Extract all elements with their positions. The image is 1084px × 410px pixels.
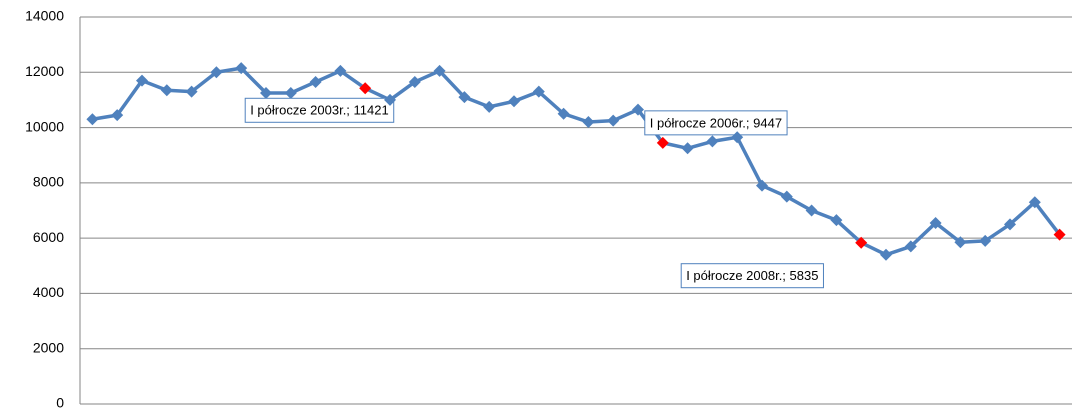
- y-tick-label: 0: [56, 395, 64, 410]
- point: [557, 107, 570, 120]
- point: [780, 190, 793, 203]
- point: [359, 82, 372, 95]
- point: [408, 75, 421, 88]
- y-tick-label: 14000: [25, 8, 64, 24]
- point: [508, 95, 520, 108]
- point: [954, 236, 967, 249]
- y-tick-label: 8000: [33, 174, 64, 190]
- point: [334, 64, 347, 77]
- y-tick-label: 10000: [25, 118, 64, 134]
- point: [756, 179, 768, 192]
- y-tick-label: 6000: [33, 229, 64, 245]
- point: [632, 103, 644, 116]
- point: [1004, 218, 1016, 231]
- point: [607, 114, 620, 127]
- point: [284, 87, 297, 100]
- point: [433, 64, 446, 77]
- y-tick-label: 2000: [33, 339, 64, 355]
- point: [210, 66, 223, 79]
- point: [830, 214, 843, 227]
- point: [309, 75, 322, 88]
- point: [136, 74, 148, 87]
- point: [458, 91, 471, 104]
- point: [880, 248, 892, 261]
- point: [582, 116, 595, 129]
- y-tick-label: 4000: [33, 284, 64, 300]
- point: [532, 85, 545, 98]
- point: [904, 240, 917, 253]
- point: [979, 234, 992, 247]
- point: [805, 204, 818, 217]
- point: [731, 131, 744, 144]
- data-label: I półrocze 2003r.; 11421: [250, 103, 389, 118]
- label-box: [244, 97, 395, 123]
- data-label: I półrocze 2006r.; 9447: [650, 115, 782, 130]
- point: [260, 87, 272, 100]
- point: [384, 93, 396, 106]
- line: [92, 66, 1061, 257]
- point: [855, 236, 868, 249]
- point: [160, 84, 173, 97]
- label-box: [680, 263, 824, 289]
- point: [185, 85, 198, 98]
- y-tick-label: 12000: [25, 63, 64, 79]
- point: [1053, 228, 1066, 241]
- point: [656, 136, 669, 149]
- point: [929, 216, 942, 229]
- point: [111, 109, 124, 122]
- label-box: [644, 110, 788, 136]
- data-label: I półrocze 2008r.; 5835: [686, 268, 818, 283]
- point: [86, 113, 99, 126]
- point: [706, 135, 719, 148]
- point: [681, 142, 694, 155]
- point: [235, 62, 248, 75]
- point: [1028, 196, 1041, 209]
- point: [483, 100, 496, 113]
